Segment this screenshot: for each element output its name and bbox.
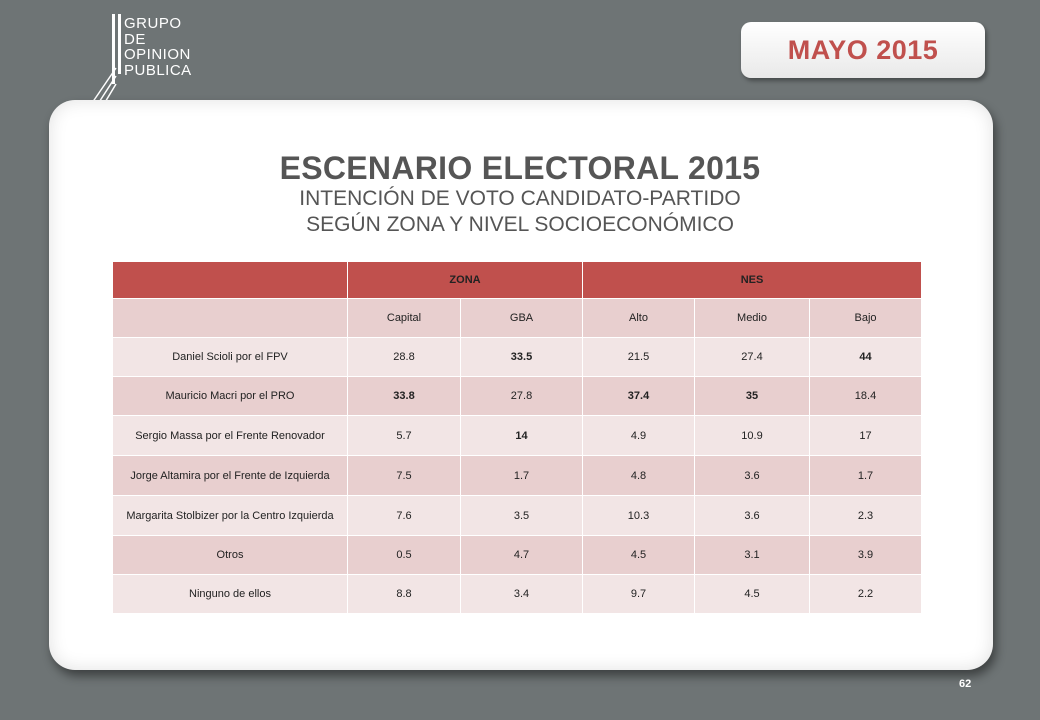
row-label: Daniel Scioli por el FPV xyxy=(112,337,348,377)
table-row: Margarita Stolbizer por la Centro Izquie… xyxy=(112,495,923,536)
table-cell: 4.8 xyxy=(582,455,696,496)
table-cell: 3.1 xyxy=(694,535,811,575)
column-header: Alto xyxy=(582,298,696,338)
logo-bar xyxy=(112,14,115,84)
logo-line: DE xyxy=(124,30,146,48)
date-badge: MAYO 2015 xyxy=(741,22,985,78)
table-group-header-row: ZONA NES xyxy=(112,261,923,299)
row-label: Ninguno de ellos xyxy=(112,574,348,614)
table-row: Mauricio Macri por el PRO 33.8 27.8 37.4… xyxy=(112,376,923,416)
table-row: Otros 0.5 4.7 4.5 3.1 3.9 xyxy=(112,535,923,575)
table-cell: 5.7 xyxy=(347,415,461,456)
table-row: Sergio Massa por el Frente Renovador 5.7… xyxy=(112,415,923,456)
table-cell: 2.2 xyxy=(809,574,923,614)
column-header: Medio xyxy=(694,298,811,338)
table-cell: 17 xyxy=(809,415,923,456)
page-subtitle-line1: INTENCIÓN DE VOTO CANDIDATO-PARTIDO xyxy=(299,187,741,210)
column-header: Capital xyxy=(347,298,461,338)
group-header-nes: NES xyxy=(582,261,923,299)
column-header: GBA xyxy=(459,298,584,338)
table-cell: 10.9 xyxy=(694,415,811,456)
column-header: Bajo xyxy=(809,298,923,338)
table-cell: 33.8 xyxy=(347,376,461,416)
page-subtitle-line2: SEGÚN ZONA Y NIVEL SOCIOECONÓMICO xyxy=(306,213,734,236)
table-cell: 4.9 xyxy=(582,415,696,456)
logo-text: GRUPO DE OPINION PUBLICA xyxy=(124,16,192,78)
table-row: Ninguno de ellos 8.8 3.4 9.7 4.5 2.2 xyxy=(112,574,923,614)
table-column-header-row: Capital GBA Alto Medio Bajo xyxy=(112,298,923,338)
table-cell: 21.5 xyxy=(582,337,696,377)
table-row: Jorge Altamira por el Frente de Izquierd… xyxy=(112,455,923,496)
row-label: Sergio Massa por el Frente Renovador xyxy=(112,415,348,456)
table-cell: 9.7 xyxy=(582,574,696,614)
grupo-opinion-publica-logo: GRUPO DE OPINION PUBLICA xyxy=(88,14,218,114)
table-cell: 18.4 xyxy=(809,376,923,416)
table-cell: 3.4 xyxy=(459,574,584,614)
header-empty-cell xyxy=(112,298,348,338)
table-cell: 1.7 xyxy=(809,455,923,496)
table-cell: 3.5 xyxy=(459,495,584,536)
table-cell: 10.3 xyxy=(582,495,696,536)
table-cell: 27.8 xyxy=(459,376,584,416)
page-title: ESCENARIO ELECTORAL 2015 xyxy=(279,150,761,186)
date-label: MAYO 2015 xyxy=(787,34,939,65)
group-header-zona: ZONA xyxy=(346,261,584,299)
table-cell: 3.6 xyxy=(694,495,811,536)
vote-intention-table: ZONA NES Capital GBA Alto Medio Bajo Dan… xyxy=(112,261,923,614)
logo-line: PUBLICA xyxy=(124,61,192,79)
table-cell: 7.5 xyxy=(347,455,461,496)
page-number: 62 xyxy=(959,678,972,690)
table-cell: 28.8 xyxy=(347,337,461,377)
table-cell: 3.9 xyxy=(809,535,923,575)
row-label: Margarita Stolbizer por la Centro Izquie… xyxy=(112,495,348,536)
table-cell: 33.5 xyxy=(459,337,584,377)
table-cell: 7.6 xyxy=(347,495,461,536)
row-label: Mauricio Macri por el PRO xyxy=(112,376,348,416)
table-cell: 1.7 xyxy=(459,455,584,496)
row-label: Otros xyxy=(112,535,348,575)
row-label: Jorge Altamira por el Frente de Izquierd… xyxy=(112,455,348,496)
table-cell: 0.5 xyxy=(347,535,461,575)
logo-line: GRUPO xyxy=(124,15,182,32)
table-cell: 35 xyxy=(694,376,811,416)
table-cell: 14 xyxy=(459,415,584,456)
table-row: Daniel Scioli por el FPV 28.8 33.5 21.5 … xyxy=(112,337,923,377)
table-cell: 2.3 xyxy=(809,495,923,536)
table-cell: 37.4 xyxy=(582,376,696,416)
table-cell: 3.6 xyxy=(694,455,811,496)
table-cell: 4.5 xyxy=(694,574,811,614)
header-empty-cell xyxy=(112,261,348,299)
logo-bar xyxy=(118,14,121,74)
table-cell: 8.8 xyxy=(347,574,461,614)
table-cell: 4.5 xyxy=(582,535,696,575)
table-cell: 27.4 xyxy=(694,337,811,377)
logo-line: OPINION xyxy=(124,46,191,63)
table-cell: 4.7 xyxy=(459,535,584,575)
table-cell: 44 xyxy=(809,337,923,377)
